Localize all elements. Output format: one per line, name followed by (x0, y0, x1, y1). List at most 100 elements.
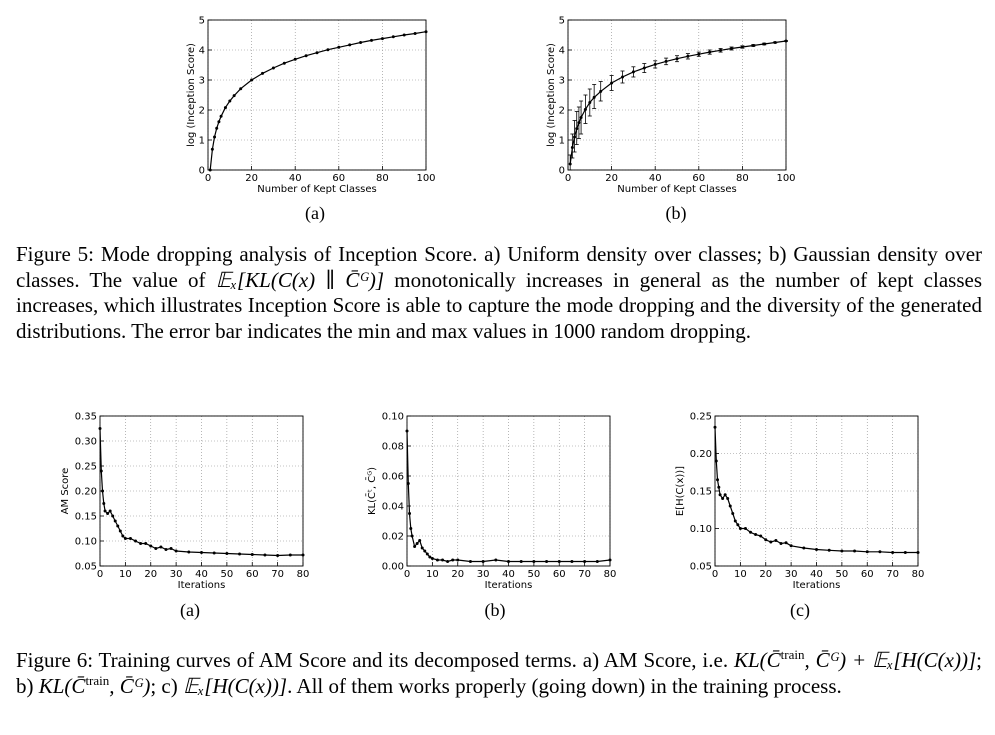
plot-frame (207, 19, 427, 171)
data-point (726, 497, 730, 500)
figure6a-label: (a) (180, 600, 200, 620)
figure6-number: Figure 6: (16, 648, 94, 672)
data-point (217, 120, 221, 124)
data-point (225, 552, 229, 555)
data-point (276, 554, 280, 557)
data-point (588, 101, 592, 104)
y-tick-label: 0.35 (75, 412, 97, 423)
data-point (219, 114, 223, 118)
data-point (413, 32, 417, 35)
data-point (759, 534, 763, 538)
x-tick-label: 10 (426, 569, 439, 580)
y-tick-label: 1 (559, 136, 565, 147)
data-point (380, 37, 384, 41)
data-point (557, 560, 561, 563)
data-point (568, 162, 572, 166)
y-tick-label: 2 (559, 106, 565, 117)
data-point (532, 560, 536, 563)
y-tick-label: 2 (199, 106, 205, 117)
x-axis-label: Number of Kept Classes (617, 184, 737, 195)
data-point (282, 61, 286, 65)
figure6-formula-4: 𝔼ₓ[H(C(x))] (182, 673, 288, 698)
data-point (592, 95, 596, 99)
y-tick-label: 0.00 (382, 562, 404, 573)
figure5-caption: Figure 5: Mode dropping analysis of Ince… (16, 242, 982, 344)
data-point (408, 512, 412, 515)
data-point (423, 549, 427, 553)
data-point (708, 50, 712, 54)
data-point (686, 54, 690, 58)
y-tick-label: 0 (559, 166, 565, 177)
data-point (713, 425, 717, 429)
data-point (599, 89, 603, 93)
data-point (784, 541, 788, 545)
data-point (413, 545, 417, 548)
figure5-number: Figure 5: (16, 242, 94, 266)
figure6c-label: (c) (790, 600, 810, 620)
data-point (579, 116, 583, 119)
data-point (717, 485, 721, 489)
x-axis-label: Number of Kept Classes (257, 184, 377, 195)
data-point (169, 547, 173, 550)
data-point (102, 502, 106, 505)
data-point (853, 549, 857, 553)
figure6-formula-3b: , C̄ᴳ) (109, 673, 151, 698)
data-point (430, 557, 434, 560)
y-tick-label: 3 (199, 76, 205, 87)
y-axis-label: KL(C̄ᵗ, C̄ᴳ) (365, 467, 378, 515)
data-point (865, 550, 869, 554)
data-point (139, 542, 143, 545)
data-point (583, 560, 587, 563)
x-tick-label: 100 (776, 173, 795, 184)
data-point (415, 542, 419, 545)
x-tick-label: 40 (810, 569, 823, 580)
y-tick-label: 0.25 (75, 462, 97, 473)
x-tick-label: 10 (119, 569, 132, 580)
figure6-formula-2: 𝔼ₓ[H(C(x))] (872, 648, 977, 672)
y-tick-label: 0.04 (382, 502, 404, 513)
data-point (577, 121, 581, 125)
x-tick-label: 20 (451, 569, 464, 580)
data-point (293, 57, 297, 61)
x-tick-label: 60 (332, 173, 345, 184)
x-tick-label: 60 (553, 569, 566, 580)
data-point (740, 45, 744, 49)
x-tick-label: 20 (144, 569, 157, 580)
data-point (187, 550, 191, 554)
x-tick-label: 50 (221, 569, 234, 580)
data-point (441, 558, 445, 562)
x-tick-label: 70 (271, 569, 284, 580)
x-axis-label: Iterations (485, 580, 533, 591)
data-point (697, 52, 701, 56)
data-point (575, 127, 579, 131)
plot-frame (567, 19, 787, 171)
data-point (675, 57, 679, 61)
figure6a-chart: 0.05 0.10 0.15 0.20 0.25 0.30 0.35 0 10 20 30 40 50 6… (60, 412, 309, 592)
data-point (420, 546, 424, 550)
data-point (263, 553, 267, 557)
data-point (212, 551, 216, 555)
data-point (111, 514, 115, 518)
data-point (121, 534, 125, 538)
data-point (736, 523, 740, 527)
data-point (101, 489, 105, 493)
data-point (106, 512, 110, 515)
data-point (116, 524, 120, 528)
figure6-formula-1b: , C̄ᴳ) + (804, 648, 867, 672)
x-tick-label: 80 (376, 173, 389, 184)
data-point (519, 560, 523, 563)
y-tick-label: 0.15 (690, 487, 712, 498)
x-tick-label: 40 (649, 173, 662, 184)
x-axis-label: Iterations (793, 580, 841, 591)
data-point (773, 41, 777, 44)
data-point (223, 106, 227, 110)
data-point (743, 527, 747, 530)
data-point (348, 43, 352, 47)
data-point (570, 146, 574, 149)
data-point (608, 558, 612, 562)
data-point (271, 66, 275, 70)
data-point (769, 540, 773, 544)
data-point (754, 533, 758, 536)
y-tick-label: 0.30 (75, 437, 97, 448)
figure5a-label: (a) (305, 203, 325, 223)
